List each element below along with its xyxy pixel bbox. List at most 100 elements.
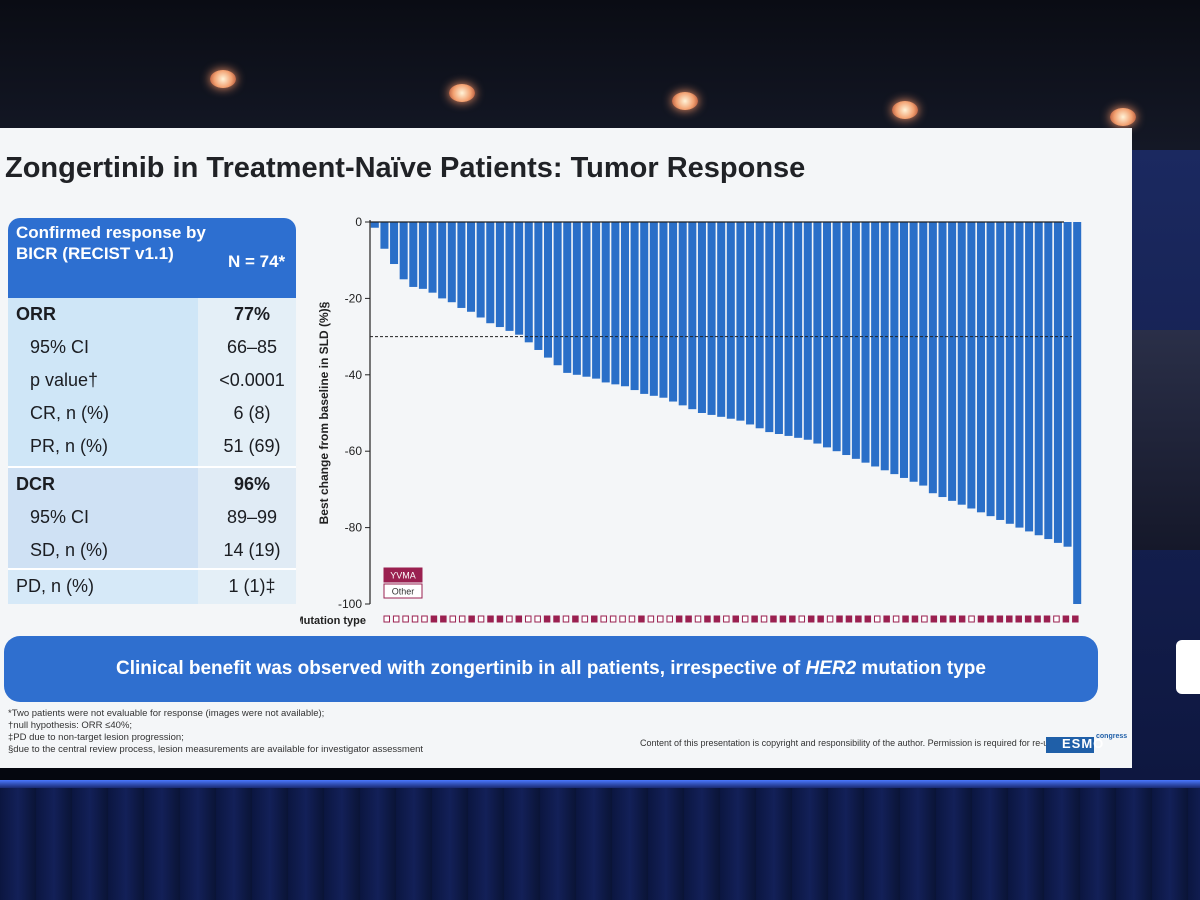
mutation-marker <box>949 615 956 623</box>
mutation-marker <box>657 615 664 623</box>
mutation-marker <box>713 615 721 623</box>
table-row: PD, n (%) 1 (1)‡ <box>8 570 296 603</box>
mutation-marker <box>836 615 843 623</box>
waterfall-bar <box>630 222 639 391</box>
mutation-marker <box>864 615 872 623</box>
waterfall-bar <box>669 222 678 402</box>
waterfall-bar <box>909 222 918 482</box>
waterfall-bar <box>880 222 889 471</box>
waterfall-bar <box>890 222 899 475</box>
y-tick-label: -20 <box>345 291 363 305</box>
y-axis-label: Best change from baseline in SLD (%)§ <box>317 301 331 524</box>
waterfall-bar <box>861 222 870 463</box>
esmo-logo-text: ESMO <box>1062 736 1105 751</box>
waterfall-bar <box>380 222 389 249</box>
row-value: 51 (69) <box>223 436 281 456</box>
mutation-marker <box>581 615 589 623</box>
row-value: 66–85 <box>226 337 278 357</box>
waterfall-bar <box>871 222 880 467</box>
waterfall-bar <box>505 222 514 331</box>
mutation-marker <box>1006 615 1013 623</box>
mutation-marker <box>515 615 523 623</box>
footnote: *Two patients were not evaluable for res… <box>8 708 325 719</box>
mutation-marker <box>723 615 730 623</box>
mutation-marker <box>741 615 749 623</box>
speaker-video <box>1130 330 1200 550</box>
mutation-marker <box>855 615 862 623</box>
waterfall-bar <box>717 222 726 417</box>
mutation-marker <box>732 615 739 623</box>
mutation-marker <box>1015 615 1022 623</box>
row-label: CR, n (%) <box>30 403 110 423</box>
table-header: Confirmed response by BICR (RECIST v1.1)… <box>8 218 296 298</box>
waterfall-bar <box>659 222 668 398</box>
waterfall-bar <box>707 222 716 415</box>
banner-italic: HER2 <box>805 658 857 679</box>
mutation-marker <box>383 615 390 623</box>
mutation-marker <box>487 615 494 623</box>
waterfall-bar <box>688 222 697 410</box>
waterfall-bar <box>928 222 937 494</box>
waterfall-bar <box>948 222 957 501</box>
waterfall-bar <box>967 222 976 509</box>
waterfall-bar <box>1015 222 1024 528</box>
waterfall-bar <box>794 222 803 438</box>
mutation-marker <box>449 615 457 623</box>
waterfall-bar <box>592 222 601 379</box>
waterfall-bar <box>640 222 649 394</box>
mutation-marker <box>600 615 607 623</box>
waterfall-bar <box>601 222 610 383</box>
mutation-marker <box>977 615 985 623</box>
waterfall-bar <box>919 222 928 486</box>
banner-text-end: mutation type <box>856 658 986 679</box>
mutation-marker <box>1043 615 1051 623</box>
waterfall-bar <box>390 222 399 265</box>
mutation-marker <box>996 615 1004 623</box>
pd-value: 1 (1)‡ <box>228 576 276 596</box>
mutation-marker <box>930 615 938 623</box>
waterfall-bar <box>418 222 427 289</box>
esmo-logo-sub: congress <box>1096 733 1128 740</box>
waterfall-bar <box>755 222 764 429</box>
mutation-marker <box>883 615 890 623</box>
table-row: 95% CI 89–99 <box>8 501 296 534</box>
mutation-marker <box>458 615 466 623</box>
waterfall-bar <box>976 222 985 513</box>
waterfall-bar <box>957 222 966 505</box>
pd-section: PD, n (%) 1 (1)‡ <box>8 568 296 604</box>
mutation-marker <box>968 615 975 623</box>
mutation-marker <box>572 615 579 623</box>
mutation-marker <box>543 615 551 623</box>
waterfall-chart: 0 -20 -40 -60 -80 -100 Best change from baseli… <box>300 215 1082 627</box>
esmo-logo <box>1046 737 1094 753</box>
dcr-section: DCR 96% 95% CI 89–99 SD, n (%) 14 (19) <box>8 466 296 568</box>
mutation-marker <box>1034 615 1041 623</box>
stage-floor <box>0 780 1200 900</box>
banner-text: Clinical benefit was observed with zonge… <box>116 658 806 679</box>
mutation-marker <box>770 615 777 623</box>
waterfall-bar <box>438 222 447 299</box>
mutation-marker <box>411 615 419 623</box>
y-tick-label: 0 <box>355 215 362 229</box>
table-row: p value† <0.0001 <box>8 364 296 397</box>
waterfall-bar <box>524 222 533 343</box>
mutation-marker <box>562 615 570 623</box>
waterfall-bar <box>649 222 658 396</box>
waterfall-bar <box>851 222 860 459</box>
waterfall-bar <box>476 222 485 318</box>
waterfall-bar <box>467 222 476 312</box>
mutation-marker <box>1072 615 1079 623</box>
orr-section: ORR 77% 95% CI 66–85 p value† <0.0001 CR… <box>8 298 296 466</box>
waterfall-bar <box>582 222 591 377</box>
row-label: 95% CI <box>30 507 90 527</box>
waterfall-bar <box>678 222 687 406</box>
mutation-marker <box>619 615 626 623</box>
table-header-label: Confirmed response by BICR (RECIST v1.1) <box>16 223 206 263</box>
mutation-marker <box>873 615 881 623</box>
row-label: SD, n (%) <box>30 540 109 560</box>
mutation-marker <box>817 615 824 623</box>
waterfall-bar <box>428 222 437 293</box>
footnote: ‡PD due to non-target lesion progression… <box>8 732 184 743</box>
waterfall-bar <box>842 222 851 456</box>
mutation-marker <box>958 615 966 623</box>
